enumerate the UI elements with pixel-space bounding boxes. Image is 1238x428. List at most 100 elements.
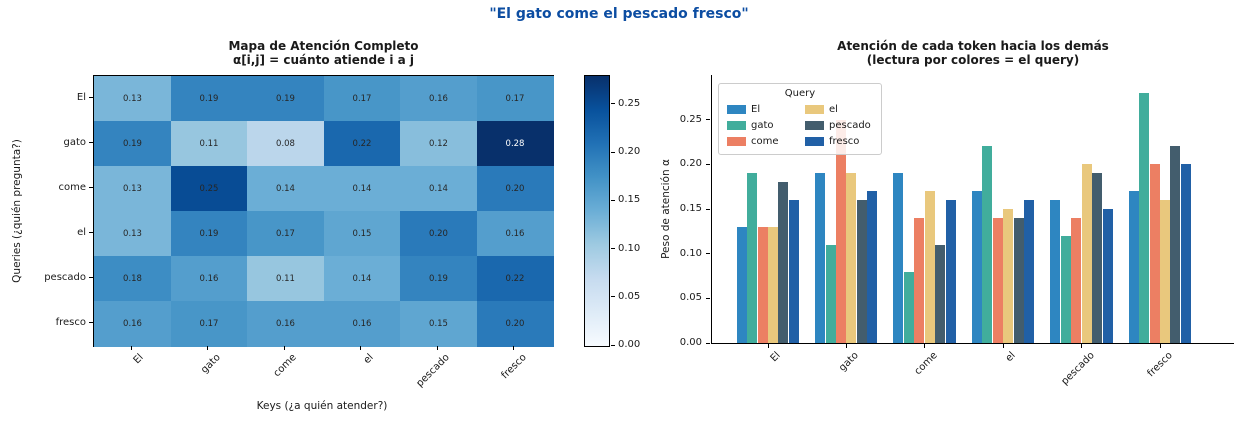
- heatmap-cell: 0.17: [323, 76, 401, 122]
- bar-come-to-El: [757, 226, 768, 343]
- tick-mark: [130, 346, 132, 350]
- bar-El-to-come: [893, 173, 904, 343]
- figure-title: "El gato come el pescado fresco": [489, 6, 749, 22]
- legend-label: el: [829, 103, 838, 115]
- heatmap-cell: 0.08: [247, 121, 324, 167]
- tick-mark: [611, 103, 615, 105]
- barchart-xtick-label: fresco: [1145, 350, 1175, 380]
- heatmap-cell: 0.19: [94, 121, 171, 167]
- bar-pescado-to-El: [778, 182, 789, 343]
- bar-el-to-fresco: [1160, 200, 1170, 343]
- heatmap-xtick-label: pescado: [414, 352, 453, 390]
- bar-el-to-pescado: [1081, 164, 1092, 343]
- heatmap-cell: 0.20: [400, 211, 477, 257]
- legend-item: fresco: [805, 133, 873, 149]
- legend-swatch-come: [727, 136, 746, 146]
- tick-mark: [706, 297, 710, 299]
- heatmap-cell: 0.16: [476, 211, 554, 257]
- bar-gato-to-pescado: [1060, 235, 1071, 343]
- heatmap-cell: 0.16: [400, 76, 477, 122]
- tick-mark: [611, 296, 615, 298]
- colorbar-tick-label: 0.00: [618, 339, 641, 350]
- tick-mark: [513, 346, 515, 350]
- heatmap-cell-value: 0.20: [505, 183, 525, 194]
- legend-swatch-pescado: [805, 120, 824, 130]
- bar-pescado-to-pescado: [1092, 173, 1103, 343]
- colorbar-tick-label: 0.15: [618, 194, 641, 206]
- legend-label: come: [751, 135, 779, 147]
- legend-item: gato: [727, 117, 795, 133]
- heatmap-cell: 0.13: [94, 211, 171, 257]
- heatmap-cell: 0.11: [247, 256, 324, 302]
- tick-mark: [436, 346, 438, 350]
- heatmap-cell: 0.11: [170, 121, 248, 167]
- tick-mark: [283, 346, 285, 350]
- bar-fresco-to-El: [788, 200, 799, 343]
- bar-el-to-come: [924, 191, 935, 343]
- heatmap-cell-value: 0.16: [352, 318, 372, 329]
- heatmap-cell-value: 0.25: [199, 183, 219, 194]
- heatmap-cell-value: 0.14: [429, 183, 448, 194]
- bar-fresco-to-el: [1024, 200, 1035, 343]
- tick-mark: [89, 277, 93, 278]
- bar-el-to-El: [768, 226, 778, 343]
- heatmap-ytick-label: fresco: [55, 316, 86, 328]
- heatmap-cell: 0.15: [400, 301, 477, 347]
- heatmap-cell-value: 0.19: [199, 93, 219, 104]
- heatmap-ytick-label: come: [58, 181, 86, 193]
- heatmap-cell-value: 0.16: [429, 93, 448, 104]
- heatmap-xtick-label: El: [131, 352, 147, 367]
- legend-label: El: [751, 103, 761, 115]
- heatmap-cell-value: 0.17: [199, 318, 219, 329]
- heatmap-cell: 0.17: [170, 301, 248, 347]
- legend-swatch-fresco: [805, 136, 824, 146]
- heatmap-cell: 0.22: [323, 121, 401, 167]
- heatmap-cell-value: 0.20: [505, 318, 525, 329]
- tick-mark: [611, 248, 615, 250]
- heatmap-cell-value: 0.18: [123, 273, 142, 284]
- tick-mark: [706, 342, 710, 344]
- heatmap-cell: 0.16: [94, 301, 171, 347]
- heatmap-cell-value: 0.14: [352, 183, 372, 194]
- bar-El-to-gato: [815, 173, 826, 343]
- tick-mark: [706, 163, 710, 165]
- heatmap-cell: 0.20: [476, 166, 554, 212]
- heatmap-cell: 0.14: [323, 166, 401, 212]
- heatmap-cell-value: 0.19: [199, 228, 219, 239]
- barchart-ytick-label: 0.25: [679, 113, 702, 125]
- heatmap-cell-value: 0.12: [429, 138, 448, 149]
- heatmap-cell-value: 0.20: [429, 228, 448, 239]
- x-axis-spine: [711, 343, 1234, 344]
- tick-mark: [924, 344, 926, 348]
- legend-label: fresco: [829, 135, 860, 147]
- colorbar-tick-label: 0.20: [618, 146, 641, 158]
- barchart-xtick-label: El: [768, 350, 783, 365]
- heatmap-xlabel: Keys (¿a quién atender?): [256, 400, 388, 412]
- heatmap-cell-value: 0.17: [352, 93, 372, 104]
- heatmap-ytick-label: el: [77, 226, 86, 238]
- heatmap-cell: 0.19: [247, 76, 324, 122]
- bar-pescado-to-gato: [856, 200, 867, 343]
- tick-mark: [611, 151, 615, 153]
- barchart-ytick-label: 0.15: [679, 203, 702, 214]
- heatmap-cell-value: 0.16: [123, 318, 142, 329]
- barchart-legend: Query El gato come el pescado fresco: [718, 83, 882, 155]
- legend-column: El gato come: [727, 101, 795, 149]
- bar-El-to-el: [971, 191, 982, 343]
- heatmap-cell: 0.18: [94, 256, 171, 302]
- colorbar: [584, 75, 610, 347]
- tick-mark: [706, 119, 710, 121]
- bar-pescado-to-fresco: [1170, 146, 1181, 343]
- tick-mark: [89, 232, 93, 233]
- colorbar-tick-label: 0.10: [618, 242, 641, 254]
- y-axis-spine: [711, 75, 712, 343]
- bar-come-to-come: [914, 217, 925, 343]
- colorbar-tick-label: 0.25: [618, 97, 641, 109]
- colorbar-tick-label: 0.05: [618, 290, 641, 302]
- heatmap-cell-value: 0.08: [276, 138, 295, 149]
- tick-mark: [1002, 344, 1004, 348]
- heatmap-cell-value: 0.15: [352, 228, 372, 239]
- legend-swatch-el: [805, 104, 824, 114]
- heatmap-cell: 0.20: [476, 301, 554, 347]
- heatmap-cell-value: 0.22: [352, 138, 372, 149]
